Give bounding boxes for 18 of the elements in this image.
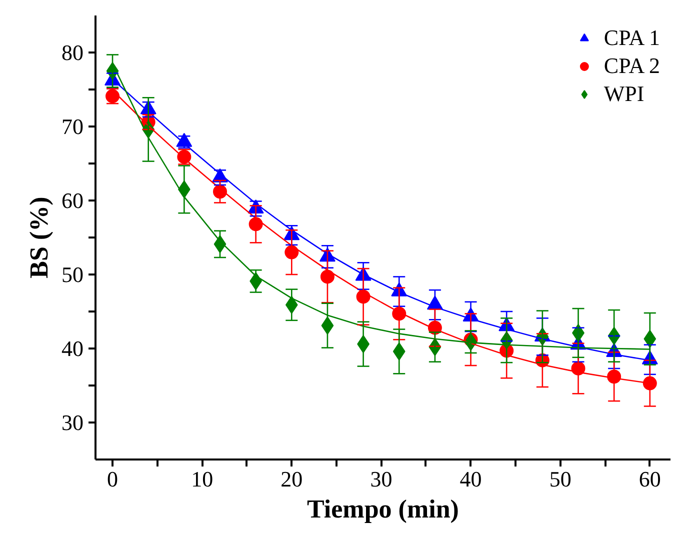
y-tick-label: 70 [62,114,84,139]
y-tick-label: 40 [62,336,84,361]
y-tick-label: 60 [62,188,84,213]
x-tick-label: 20 [280,466,303,492]
x-tick-label: 40 [460,466,482,492]
y-tick-label: 80 [62,40,84,65]
x-axis-title: Tiempo (min) [307,494,459,524]
y-tick-label: 30 [62,410,84,435]
legend-label: CPA 1 [604,25,660,51]
legend-label: WPI [604,81,644,107]
y-axis-title: BS (%) [24,196,54,278]
y-tick-label: 50 [62,262,84,287]
legend-label: CPA 2 [604,53,660,79]
x-tick-label: 50 [549,466,572,492]
x-tick-label: 30 [370,466,392,492]
x-tick-label: 0 [107,466,118,492]
x-tick-label: 60 [638,466,661,492]
x-tick-label: 10 [191,466,214,492]
